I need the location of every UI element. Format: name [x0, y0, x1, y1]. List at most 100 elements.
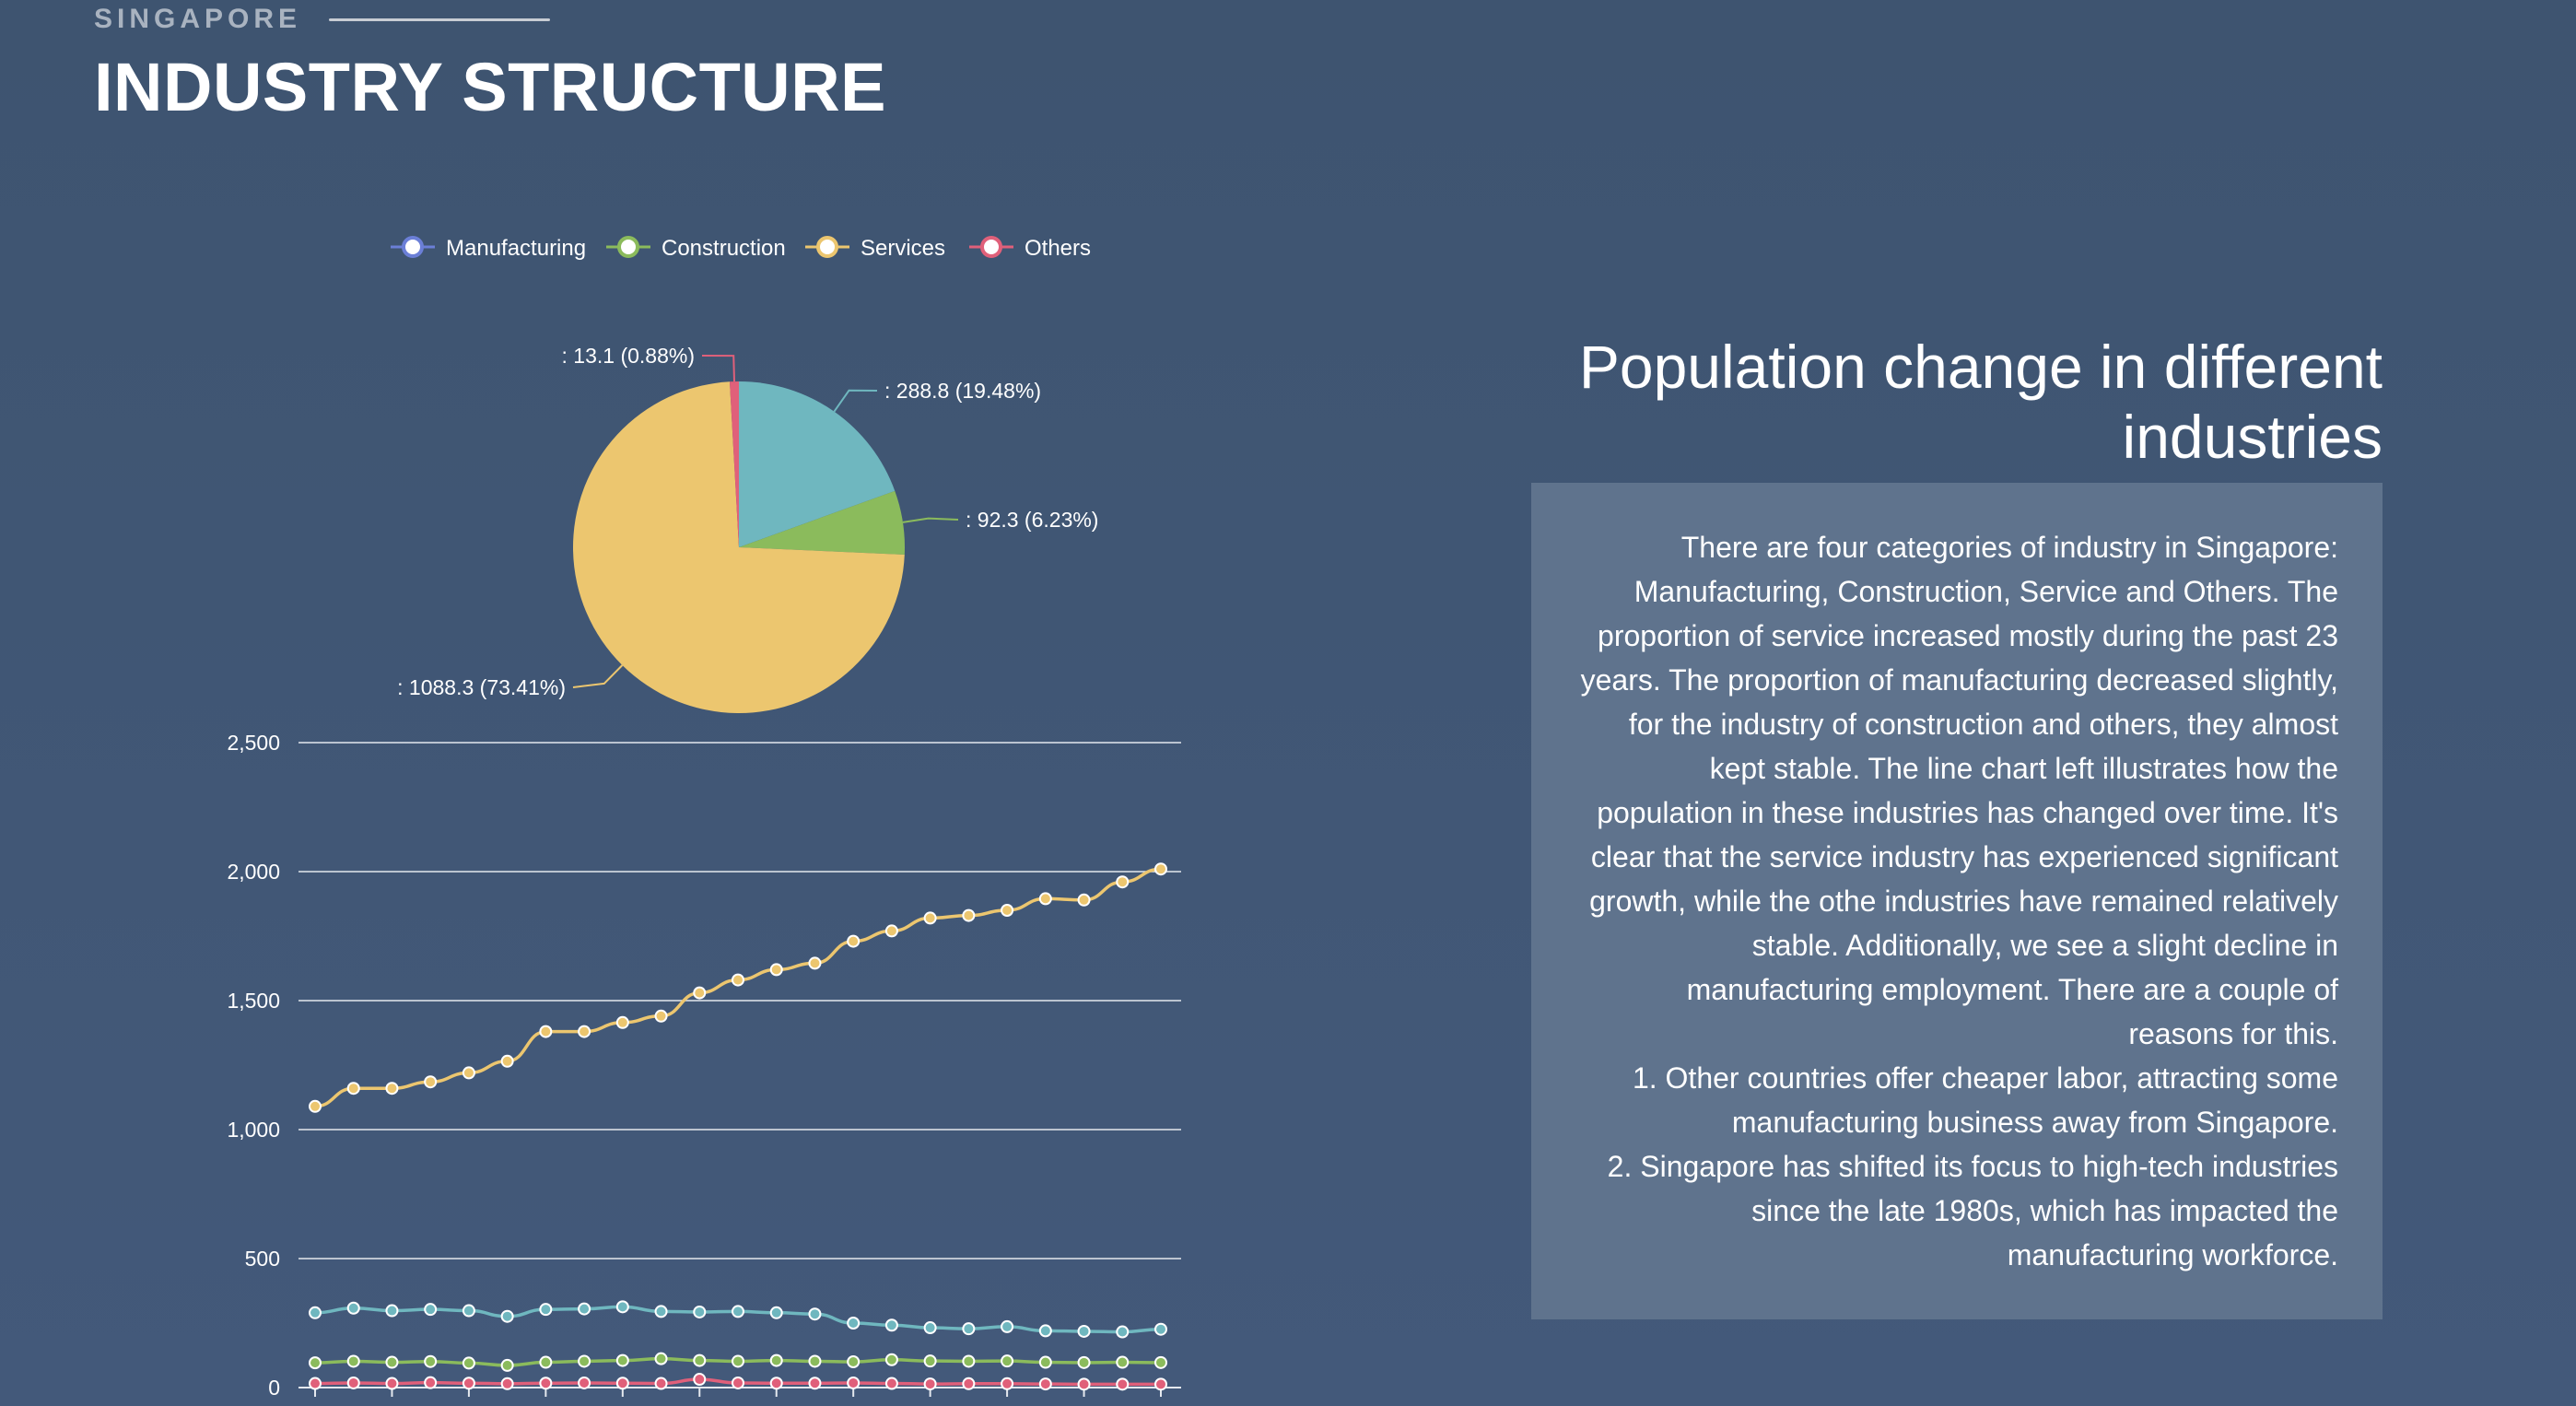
data-point[interactable]	[1116, 1325, 1130, 1339]
data-point[interactable]	[346, 1376, 360, 1389]
data-point[interactable]	[847, 1355, 861, 1368]
data-point[interactable]	[962, 1377, 976, 1390]
data-point[interactable]	[732, 973, 744, 987]
data-point[interactable]	[578, 1025, 591, 1038]
data-point[interactable]	[578, 1376, 591, 1389]
data-point[interactable]	[654, 1377, 668, 1390]
data-point[interactable]	[1001, 1354, 1014, 1368]
data-point[interactable]	[309, 1099, 322, 1113]
data-point[interactable]	[462, 1066, 475, 1080]
data-point[interactable]	[654, 1352, 668, 1365]
data-point[interactable]	[769, 1377, 783, 1390]
data-point[interactable]	[654, 1009, 668, 1023]
data-point[interactable]	[385, 1304, 399, 1318]
data-point[interactable]	[962, 908, 976, 922]
data-point[interactable]	[923, 911, 937, 925]
data-point[interactable]	[424, 1354, 438, 1368]
legend-item-others[interactable]: Others	[969, 236, 1091, 261]
data-point[interactable]	[346, 1082, 360, 1096]
data-point[interactable]	[1154, 862, 1167, 876]
data-point[interactable]	[462, 1304, 475, 1318]
data-point[interactable]	[539, 1303, 553, 1317]
data-point[interactable]	[808, 956, 822, 970]
data-point[interactable]	[1001, 1377, 1014, 1390]
data-point[interactable]	[462, 1356, 475, 1370]
legend-item-construction[interactable]: Construction	[606, 236, 786, 261]
data-point[interactable]	[500, 1054, 514, 1068]
data-point[interactable]	[1077, 1377, 1091, 1391]
data-point[interactable]	[578, 1354, 591, 1368]
data-point[interactable]	[1116, 875, 1130, 889]
data-point[interactable]	[693, 1305, 707, 1318]
data-point[interactable]	[615, 1015, 629, 1029]
data-point[interactable]	[1077, 1355, 1091, 1369]
pie-slice[interactable]	[739, 381, 896, 547]
data-point[interactable]	[1154, 1377, 1167, 1391]
chart-legend[interactable]: Manufacturing Construction Services Others	[391, 236, 1091, 261]
data-point[interactable]	[1038, 1324, 1052, 1338]
data-point[interactable]	[884, 1318, 898, 1332]
data-point[interactable]	[309, 1377, 322, 1390]
data-point[interactable]	[385, 1355, 399, 1369]
data-point[interactable]	[923, 1354, 937, 1368]
data-point[interactable]	[500, 1358, 514, 1372]
pie-slice[interactable]	[730, 381, 739, 547]
data-point[interactable]	[1154, 1322, 1167, 1336]
data-point[interactable]	[1116, 1355, 1130, 1369]
data-point[interactable]	[615, 1377, 629, 1390]
data-point[interactable]	[1001, 904, 1014, 917]
data-point[interactable]	[424, 1075, 438, 1089]
data-point[interactable]	[309, 1306, 322, 1319]
data-point[interactable]	[385, 1082, 399, 1096]
data-point[interactable]	[1077, 1324, 1091, 1338]
data-point[interactable]	[1001, 1319, 1014, 1333]
data-point[interactable]	[309, 1356, 322, 1370]
data-point[interactable]	[500, 1309, 514, 1323]
pie-slice[interactable]	[572, 381, 905, 713]
data-point[interactable]	[1038, 1355, 1052, 1369]
data-point[interactable]	[732, 1354, 744, 1368]
data-point[interactable]	[769, 1353, 783, 1367]
data-point[interactable]	[578, 1302, 591, 1316]
data-point[interactable]	[346, 1301, 360, 1315]
data-point[interactable]	[539, 1355, 553, 1369]
data-point[interactable]	[693, 1373, 707, 1387]
data-point[interactable]	[884, 1377, 898, 1390]
data-point[interactable]	[500, 1377, 514, 1390]
data-point[interactable]	[884, 924, 898, 938]
data-point[interactable]	[962, 1322, 976, 1336]
data-point[interactable]	[1154, 1355, 1167, 1369]
data-point[interactable]	[346, 1354, 360, 1368]
data-point[interactable]	[732, 1305, 744, 1318]
data-point[interactable]	[1038, 1377, 1052, 1391]
data-point[interactable]	[385, 1377, 399, 1390]
data-point[interactable]	[539, 1377, 553, 1390]
data-point[interactable]	[808, 1354, 822, 1368]
data-point[interactable]	[808, 1377, 822, 1390]
data-point[interactable]	[962, 1354, 976, 1368]
data-point[interactable]	[847, 1317, 861, 1330]
data-point[interactable]	[1077, 893, 1091, 907]
data-point[interactable]	[539, 1025, 553, 1038]
data-point[interactable]	[769, 963, 783, 977]
data-point[interactable]	[732, 1376, 744, 1389]
data-point[interactable]	[693, 1353, 707, 1367]
data-point[interactable]	[424, 1376, 438, 1389]
data-point[interactable]	[615, 1300, 629, 1314]
data-point[interactable]	[424, 1303, 438, 1317]
data-point[interactable]	[769, 1306, 783, 1319]
data-point[interactable]	[808, 1307, 822, 1321]
data-point[interactable]	[1038, 892, 1052, 906]
data-point[interactable]	[847, 1376, 861, 1389]
data-point[interactable]	[693, 986, 707, 1000]
data-point[interactable]	[923, 1377, 937, 1391]
data-point[interactable]	[847, 934, 861, 948]
data-point[interactable]	[884, 1353, 898, 1366]
legend-item-manufacturing[interactable]: Manufacturing	[391, 236, 586, 261]
data-point[interactable]	[462, 1377, 475, 1390]
pie-slice[interactable]	[739, 490, 905, 555]
legend-item-services[interactable]: Services	[805, 236, 945, 261]
data-point[interactable]	[923, 1321, 937, 1335]
data-point[interactable]	[615, 1353, 629, 1367]
data-point[interactable]	[1116, 1377, 1130, 1391]
